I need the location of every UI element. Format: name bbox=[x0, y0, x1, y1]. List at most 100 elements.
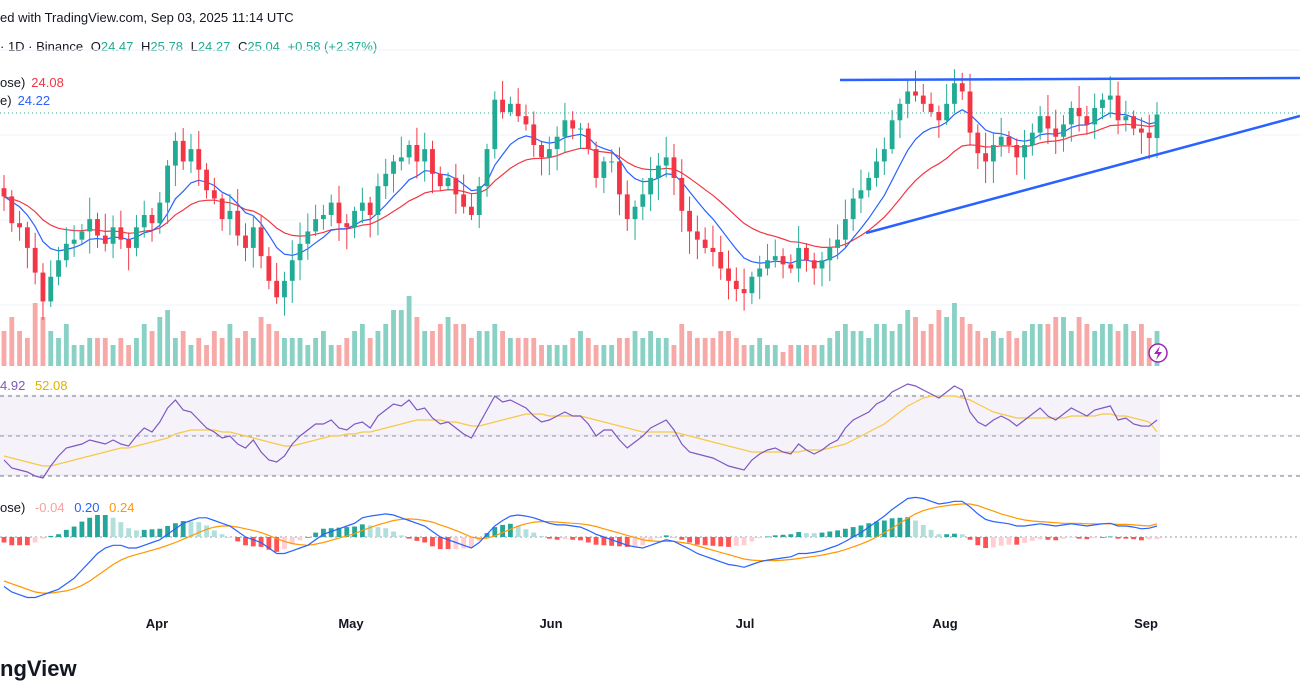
candle-body bbox=[422, 149, 428, 162]
macd-hist-bar bbox=[632, 537, 638, 547]
macd-hist-bar bbox=[32, 537, 38, 543]
candle-body bbox=[71, 239, 77, 244]
candle-body bbox=[554, 136, 560, 150]
candle-body bbox=[196, 149, 202, 170]
macd-hist-bar bbox=[1076, 537, 1082, 539]
resistance-trendline[interactable] bbox=[839, 76, 1300, 82]
macd-hist-bar bbox=[866, 523, 872, 537]
volume-bar bbox=[1053, 317, 1059, 366]
candle-body bbox=[1068, 107, 1074, 125]
volume-bar bbox=[811, 345, 817, 366]
macd-hist-bar bbox=[749, 537, 755, 542]
volume-bar bbox=[609, 345, 615, 366]
candle-body bbox=[258, 227, 264, 257]
candle-body bbox=[905, 91, 911, 104]
macd-hist-bar bbox=[757, 537, 763, 539]
candle-body bbox=[476, 186, 482, 215]
candle-body bbox=[48, 276, 54, 302]
candle-body bbox=[172, 140, 178, 166]
support-trendline[interactable] bbox=[865, 114, 1300, 235]
volume-bar bbox=[297, 338, 303, 366]
candle-body bbox=[944, 103, 950, 121]
volume-bar bbox=[476, 331, 482, 366]
candle-body bbox=[804, 247, 809, 261]
macd-legend[interactable]: ose) -0.04 0.20 0.24 bbox=[0, 500, 134, 515]
candle-body bbox=[95, 219, 100, 236]
volume-bar bbox=[757, 338, 763, 366]
volume-bar bbox=[453, 324, 459, 366]
macd-hist-bar bbox=[196, 522, 202, 537]
candle-body bbox=[461, 194, 467, 207]
macd-hist-bar bbox=[9, 537, 15, 546]
volume-bar bbox=[414, 317, 420, 366]
candle-body bbox=[118, 227, 124, 240]
volume-bar bbox=[1092, 331, 1098, 366]
macd-hist-bar bbox=[219, 534, 225, 537]
lightning-icon[interactable] bbox=[1148, 343, 1168, 363]
candle-body bbox=[1006, 136, 1012, 145]
candle-body bbox=[507, 103, 513, 113]
candle-body bbox=[523, 116, 529, 125]
candle-body bbox=[1014, 144, 1020, 158]
volume-bar bbox=[500, 331, 506, 366]
volume-bar bbox=[796, 345, 802, 366]
volume-bar bbox=[149, 331, 155, 366]
macd-hist-bar bbox=[352, 526, 357, 537]
candle-body bbox=[87, 219, 93, 232]
candle-body bbox=[126, 239, 132, 248]
macd-hist-bar bbox=[414, 537, 420, 541]
macd-hist-bar bbox=[819, 532, 825, 537]
volume-bar bbox=[1014, 338, 1020, 366]
volume-bar bbox=[694, 338, 700, 366]
macd-hist-bar bbox=[733, 537, 739, 546]
macd-hist-bar bbox=[710, 537, 716, 546]
candle-body bbox=[484, 149, 490, 187]
volume-bar bbox=[913, 317, 918, 366]
candle-body bbox=[874, 161, 879, 178]
volume-bar bbox=[118, 338, 124, 366]
candle-body bbox=[990, 144, 996, 162]
macd-hist-bar bbox=[1100, 537, 1105, 538]
macd-hist-bar bbox=[913, 520, 918, 537]
volume-bar bbox=[1139, 324, 1144, 366]
candle-body bbox=[56, 260, 61, 277]
candle-body bbox=[952, 83, 957, 104]
macd-hist-bar bbox=[297, 537, 303, 541]
candle-body bbox=[1061, 124, 1066, 137]
volume-bar bbox=[391, 310, 396, 366]
macd-hist-bar bbox=[811, 533, 817, 537]
tradingview-logo[interactable]: ngView bbox=[0, 656, 77, 681]
candle-body bbox=[671, 157, 677, 178]
candle-body bbox=[24, 227, 30, 248]
volume-bar bbox=[1029, 324, 1035, 366]
candle-body bbox=[204, 169, 209, 191]
candle-body bbox=[1084, 116, 1090, 125]
macd-hist-bar bbox=[905, 517, 911, 537]
candle-body bbox=[149, 214, 155, 224]
macd-hist-bar bbox=[780, 534, 786, 537]
macd-hist-bar bbox=[149, 529, 155, 537]
macd-hist-bar bbox=[850, 527, 856, 537]
candle-body bbox=[1092, 107, 1098, 125]
volume-bar bbox=[570, 338, 576, 366]
volume-bar bbox=[866, 338, 872, 366]
volume-bar bbox=[484, 331, 490, 366]
rsi-legend[interactable]: 4.92 52.08 bbox=[0, 378, 67, 393]
candle-body bbox=[913, 91, 918, 96]
candle-body bbox=[157, 202, 163, 224]
macd-hist-bar bbox=[110, 517, 116, 537]
candle-body bbox=[367, 202, 373, 215]
candle-body bbox=[1154, 114, 1160, 138]
ma-red-legend[interactable]: ose) 24.08 bbox=[0, 75, 64, 90]
volume-bar bbox=[936, 310, 942, 366]
macd-hist-bar bbox=[211, 530, 217, 537]
macd-hist-bar bbox=[367, 525, 373, 537]
candle-body bbox=[765, 260, 770, 269]
candle-body bbox=[757, 268, 763, 277]
volume-bar bbox=[1115, 331, 1121, 366]
ma-blue-legend[interactable]: e) 24.22 bbox=[0, 93, 50, 108]
candle-body bbox=[227, 210, 233, 220]
volume-bar bbox=[437, 324, 443, 366]
volume-bar bbox=[227, 324, 233, 366]
